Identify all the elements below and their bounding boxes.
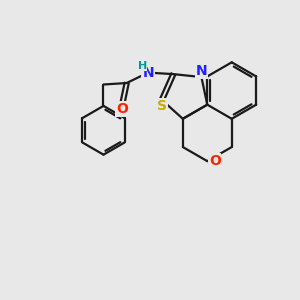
Text: H: H (137, 61, 147, 71)
Text: N: N (142, 66, 154, 80)
Text: O: O (209, 154, 221, 168)
Text: S: S (157, 99, 167, 113)
Text: O: O (116, 102, 128, 116)
Text: N: N (196, 64, 207, 78)
